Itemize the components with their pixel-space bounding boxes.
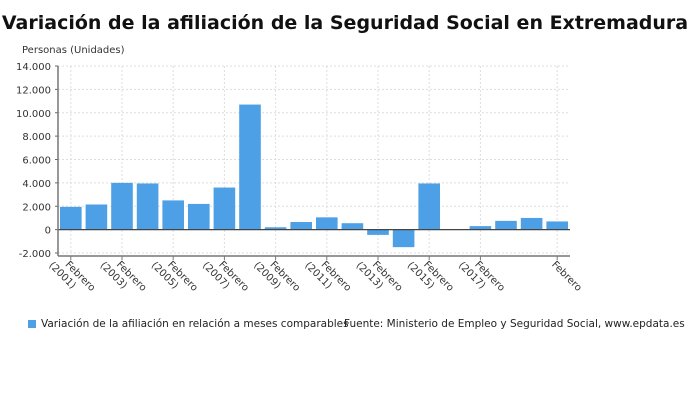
- bar: [111, 182, 133, 230]
- bar: [290, 222, 312, 230]
- bar: [136, 183, 159, 230]
- x-tick-label: Febrero(2011): [302, 252, 353, 303]
- bar: [392, 229, 415, 248]
- bar: [341, 223, 364, 230]
- bar: [213, 187, 236, 230]
- y-tick-label: 6.000: [22, 156, 51, 167]
- bar: [162, 200, 184, 230]
- y-tick-label: 8.000: [22, 132, 51, 143]
- bar: [495, 220, 517, 230]
- x-tick-label: Febrero(2003): [98, 252, 149, 303]
- x-tick-label: Febrero(2017): [456, 252, 507, 303]
- bar: [418, 183, 440, 230]
- bar: [60, 206, 82, 230]
- y-tick-label: 0: [45, 226, 51, 237]
- bar-chart: -2.000 0 2.000 4.000 6.000 8.000 10.000 12.000 1…: [16, 62, 584, 303]
- y-tick-label: 12.000: [16, 85, 51, 96]
- x-tick-label-line: Febrero: [549, 259, 583, 293]
- bar: [239, 104, 261, 230]
- bar: [264, 227, 287, 230]
- y-tick-label: 10.000: [16, 109, 51, 120]
- y-tick-label: 2.000: [22, 202, 51, 213]
- x-tick-label: Febrero: [549, 259, 583, 293]
- x-tick-label: Febrero(2001): [46, 252, 97, 303]
- bar: [546, 221, 568, 230]
- x-tick-label: Febrero(2015): [405, 252, 456, 303]
- y-tick-label: 4.000: [22, 179, 51, 190]
- y-tick-label: 14.000: [16, 62, 51, 73]
- x-tick-label: Febrero(2005): [149, 252, 200, 303]
- y-axis-label: Personas (Unidades): [22, 45, 125, 56]
- source-note: Fuente: Ministerio de Empleo y Seguridad…: [344, 318, 685, 330]
- chart-title: Variación de la afiliación de la Segurid…: [1, 12, 689, 34]
- bar: [316, 217, 338, 230]
- x-tick-label: Febrero(2013): [354, 252, 405, 303]
- legend-label: Variación de la afiliación en relación a…: [41, 318, 349, 330]
- bar: [520, 217, 543, 230]
- bar: [85, 204, 108, 230]
- bar: [469, 226, 492, 230]
- legend: Variación de la afiliación en relación a…: [28, 318, 349, 330]
- legend-swatch: [28, 320, 36, 328]
- x-tick-label: Febrero(2009): [251, 252, 302, 303]
- bar: [367, 229, 389, 235]
- y-tick-label: -2.000: [19, 249, 51, 260]
- bar: [188, 203, 210, 230]
- x-tick-label: Febrero(2007): [200, 252, 251, 303]
